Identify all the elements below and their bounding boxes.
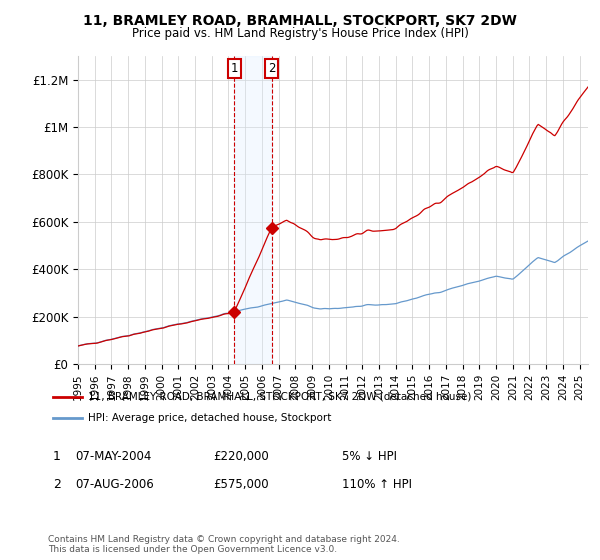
Text: Price paid vs. HM Land Registry's House Price Index (HPI): Price paid vs. HM Land Registry's House … <box>131 27 469 40</box>
Text: Contains HM Land Registry data © Crown copyright and database right 2024.
This d: Contains HM Land Registry data © Crown c… <box>48 535 400 554</box>
Text: £575,000: £575,000 <box>213 478 269 491</box>
Bar <box>235 56 272 364</box>
Text: 07-AUG-2006: 07-AUG-2006 <box>75 478 154 491</box>
Text: 1: 1 <box>53 450 61 463</box>
Text: 1: 1 <box>230 62 238 75</box>
Text: 2: 2 <box>53 478 61 491</box>
Text: 11, BRAMLEY ROAD, BRAMHALL, STOCKPORT, SK7 2DW: 11, BRAMLEY ROAD, BRAMHALL, STOCKPORT, S… <box>83 14 517 28</box>
Text: HPI: Average price, detached house, Stockport: HPI: Average price, detached house, Stoc… <box>88 413 331 423</box>
Text: 07-MAY-2004: 07-MAY-2004 <box>75 450 151 463</box>
Text: 2: 2 <box>268 62 275 75</box>
Text: 110% ↑ HPI: 110% ↑ HPI <box>342 478 412 491</box>
Text: 11, BRAMLEY ROAD, BRAMHALL, STOCKPORT, SK7 2DW (detached house): 11, BRAMLEY ROAD, BRAMHALL, STOCKPORT, S… <box>88 392 471 402</box>
Text: 5% ↓ HPI: 5% ↓ HPI <box>342 450 397 463</box>
Text: £220,000: £220,000 <box>213 450 269 463</box>
